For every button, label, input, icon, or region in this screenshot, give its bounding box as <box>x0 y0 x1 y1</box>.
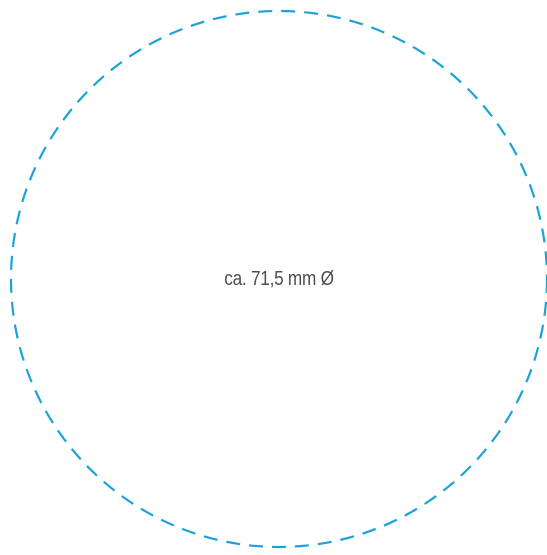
circle-cut-line <box>9 9 547 549</box>
diameter-label: ca. 71,5 mm Ø <box>224 268 334 290</box>
